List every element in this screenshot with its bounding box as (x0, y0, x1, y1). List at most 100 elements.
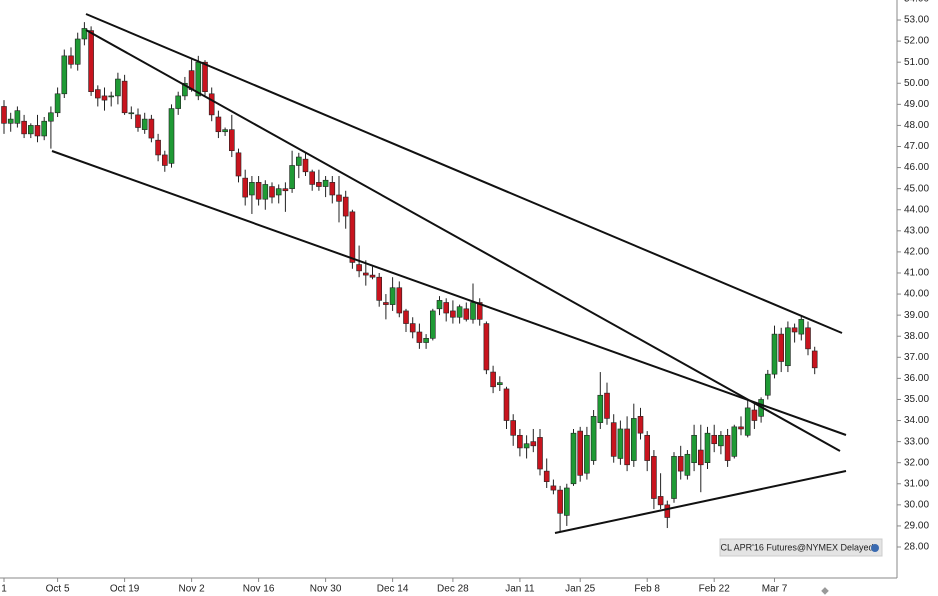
candle-body (610, 422, 617, 457)
candle-body (14, 110, 21, 124)
candle-body (68, 55, 74, 65)
candle-body (322, 179, 329, 187)
candle-body (215, 116, 222, 133)
candle-body (738, 426, 744, 430)
candle-body (691, 434, 697, 463)
y-tick-label: 28.00 (904, 542, 929, 553)
candle-body (617, 428, 624, 459)
candle-body (403, 310, 409, 324)
candle-body (148, 118, 155, 139)
candle-body (249, 182, 255, 196)
candle-body (543, 470, 550, 482)
candle-body (289, 165, 295, 189)
watermark-box (719, 538, 883, 557)
candle-body (362, 272, 369, 276)
candle-body (791, 327, 798, 333)
candle-body (637, 416, 644, 434)
candle-body (811, 350, 818, 369)
x-tick-label: Oct 5 (46, 584, 70, 595)
y-tick-label: 43.00 (904, 225, 929, 236)
candle-body (21, 120, 27, 135)
candle-body (27, 125, 34, 135)
candle-body (496, 382, 503, 386)
y-tick-label: 48.00 (904, 120, 929, 131)
x-tick-label: Jan 25 (565, 584, 595, 595)
y-tick-label: 37.00 (904, 352, 929, 363)
candle-body (443, 302, 450, 314)
y-tick-label: 36.00 (904, 373, 929, 384)
candle-body (48, 112, 54, 122)
candle-body (175, 95, 181, 109)
y-tick-label: 47.00 (904, 141, 929, 152)
candle-body (54, 93, 61, 114)
candle-body (115, 78, 121, 97)
candle-body (630, 418, 637, 461)
scroll-icon[interactable]: ◆ (821, 586, 829, 596)
candle-body (262, 184, 269, 200)
x-tick-label: Feb 22 (699, 584, 731, 595)
candle-body (255, 182, 262, 200)
candle-body (162, 154, 168, 166)
candle-body (550, 485, 557, 491)
candle-body (74, 38, 81, 65)
y-tick-label: 52.00 (904, 36, 929, 47)
candle-body (295, 156, 302, 166)
candle-body (503, 388, 510, 421)
candle-body (764, 373, 771, 396)
candle-body (235, 152, 242, 177)
candle-body (61, 55, 68, 95)
candle-body (41, 120, 48, 137)
candle-body (309, 171, 316, 185)
candle-body (269, 186, 275, 198)
trend-line (51, 150, 847, 436)
candle-body (356, 264, 362, 272)
candle-body (577, 430, 584, 476)
candle-body (530, 441, 537, 447)
candle-body (336, 194, 342, 202)
watermark: CL APR'16 Futures@NYMEX Delayed (720, 542, 873, 552)
candle-body (771, 333, 778, 375)
candle-body (490, 371, 496, 388)
y-tick-label: 30.00 (904, 499, 929, 510)
candle-body (128, 112, 135, 115)
candle-body (376, 276, 383, 301)
y-tick-label: 32.00 (904, 457, 929, 468)
candle-body (537, 437, 543, 470)
candle-body (597, 394, 604, 423)
trend-line (85, 13, 843, 334)
candle-body (282, 188, 289, 192)
y-tick-label: 31.00 (904, 478, 929, 489)
y-tick-label: 49.00 (904, 99, 929, 110)
y-tick-label: 46.00 (904, 162, 929, 173)
candle-body (664, 504, 671, 518)
y-tick-label: 41.00 (904, 268, 929, 279)
candle-body (316, 182, 322, 187)
candle-body (677, 456, 684, 472)
candle-body (155, 139, 161, 156)
y-tick-label: 33.00 (904, 436, 929, 447)
candle-body (785, 327, 791, 367)
candle-body (222, 129, 228, 133)
candle-body (604, 392, 610, 419)
candle-body (476, 302, 483, 320)
candle-body (34, 125, 41, 137)
x-tick-label: Jan 11 (505, 584, 535, 595)
y-tick-label: 40.00 (904, 289, 929, 300)
y-tick-label: 34.00 (904, 415, 929, 426)
candles (1, 22, 818, 533)
candle-body (108, 95, 114, 98)
y-tick-label: 39.00 (904, 310, 929, 321)
candle-body (744, 407, 751, 436)
candle-body (684, 453, 691, 476)
candle-body (805, 327, 811, 350)
y-tick-label: 44.00 (904, 204, 929, 215)
candle-body (450, 310, 456, 318)
candle-body (711, 434, 718, 445)
candle-body (751, 409, 758, 421)
candle-body (563, 487, 570, 516)
candle-body (778, 333, 785, 362)
candle-body (81, 28, 88, 40)
candle-body (188, 70, 195, 90)
y-tick-label: 45.00 (904, 183, 929, 194)
candle-body (1, 106, 7, 124)
